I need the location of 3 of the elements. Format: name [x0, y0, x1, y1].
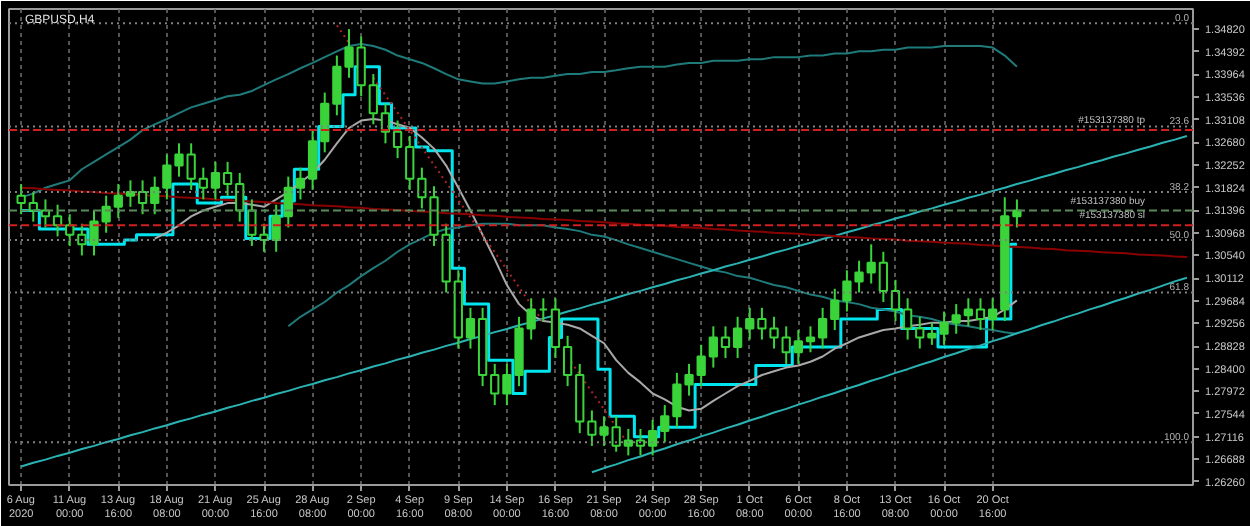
- line-series: [20, 134, 1188, 468]
- line-series: [590, 276, 1188, 474]
- line-series: [20, 186, 1188, 259]
